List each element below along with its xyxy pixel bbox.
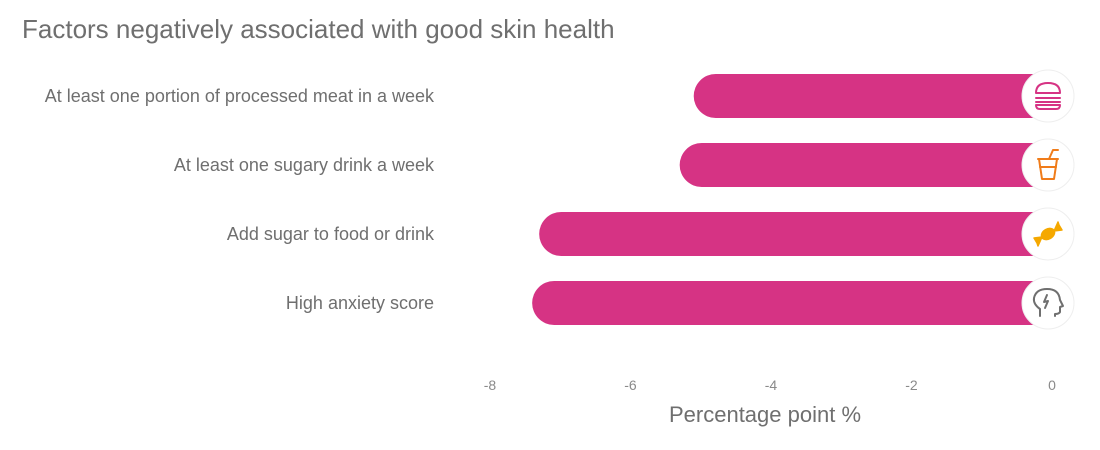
bar [539,212,1052,256]
bar [532,281,1052,325]
bar [693,74,1052,118]
x-tick-label: -8 [484,377,497,393]
head-icon [1032,288,1064,317]
burger-icon [1035,82,1061,110]
x-tick-label: -2 [905,377,918,393]
category-label: At least one portion of processed meat i… [45,86,435,106]
bar [679,143,1052,187]
chart-title: Factors negatively associated with good … [22,14,615,44]
candy-icon [1033,221,1063,247]
x-tick-label: 0 [1048,377,1056,393]
category-label: Add sugar to food or drink [227,224,435,244]
icon-badge [1021,69,1075,123]
x-axis-title: Percentage point % [669,402,861,427]
icon-badge [1021,138,1075,192]
cup-icon [1037,149,1059,180]
category-label: At least one sugary drink a week [174,155,435,175]
x-tick-label: -4 [765,377,778,393]
category-label: High anxiety score [286,293,434,313]
x-tick-label: -6 [624,377,637,393]
